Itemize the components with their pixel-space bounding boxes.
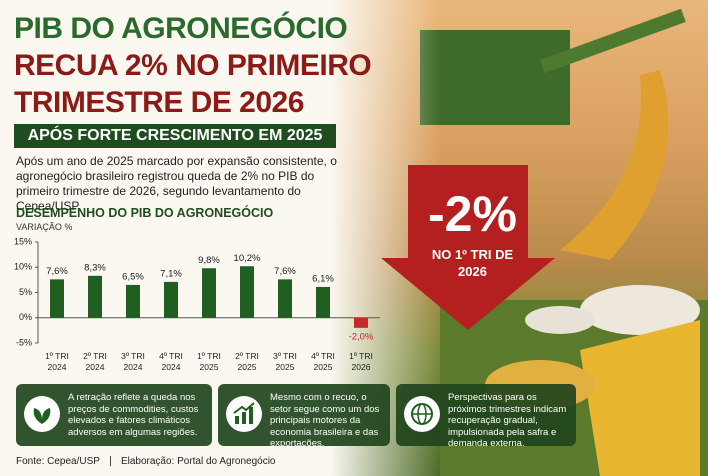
icon — [404, 396, 440, 432]
bar — [316, 286, 330, 318]
info-box: Mesmo com o recuo, o setor segue como um… — [218, 384, 390, 449]
info-box: Perspectivas para os próximos trimestres… — [396, 384, 576, 449]
x-tick-label: 3º TRI 2024 — [121, 351, 145, 372]
separator — [109, 456, 111, 467]
bar — [164, 281, 178, 318]
source: Fonte: Cepea/USP — [16, 456, 100, 467]
bar — [202, 268, 216, 318]
icon — [24, 396, 60, 432]
y-tick-label: 0% — [19, 312, 32, 322]
y-tick-label: 15% — [14, 236, 32, 246]
x-tick-label: 4º TRI 2024 — [159, 351, 183, 372]
bar — [88, 275, 102, 318]
callout-text: NO 1º TRI DE 2026 — [431, 247, 514, 279]
y-axis-label: VARIAÇÃO % — [16, 222, 73, 232]
y-tick-label: -5% — [16, 337, 32, 347]
info-text: Perspectivas para os próximos trimestres… — [448, 392, 567, 449]
bar — [354, 317, 368, 328]
title-line: RECUA 2% NO PRIMEIRO — [14, 49, 372, 82]
callout-value: -2% — [428, 186, 517, 242]
bar — [278, 279, 292, 318]
y-tick-label: 10% — [14, 262, 32, 272]
value-label: 6,1% — [312, 273, 334, 284]
x-tick-label: 2º TRI 2025 — [235, 351, 259, 372]
x-tick-label: 2º TRI 2024 — [83, 351, 107, 372]
bar — [50, 279, 64, 318]
value-label: 9,8% — [198, 255, 220, 266]
info-text: Mesmo com o recuo, o setor segue como um… — [270, 392, 380, 449]
title-line: PIB DO AGRONEGÓCIO — [14, 12, 348, 45]
value-label: 7,6% — [274, 266, 296, 277]
x-tick-label: 4º TRI 2025 — [311, 351, 335, 372]
icon — [226, 396, 262, 432]
footer: Fonte: Cepea/USP Elaboração: Portal do Ag… — [16, 456, 276, 467]
value-label: 7,1% — [160, 268, 182, 279]
value-label: 6,5% — [122, 271, 144, 282]
value-label: 7,6% — [46, 266, 68, 277]
intro: Após um ano de 2025 marcado por expansão… — [16, 154, 337, 213]
x-tick-label: 1º TRI 2024 — [45, 351, 69, 372]
value-label: -2,0% — [349, 331, 374, 342]
credit: Elaboração: Portal do Agronegócio — [120, 456, 276, 467]
value-label: 8,3% — [84, 262, 106, 273]
value-label: 10,2% — [234, 253, 261, 264]
bar — [126, 284, 140, 318]
chart-title: DESEMPENHO DO PIB DO AGRONEGÓCIO — [16, 206, 274, 220]
x-tick-label: 3º TRI 2025 — [273, 351, 297, 372]
x-tick-label: 1º TRI 2026 — [349, 351, 373, 372]
x-tick-label: 1º TRI 2025 — [197, 351, 221, 372]
info-box: A retração reflete a queda nos preços de… — [16, 384, 212, 446]
title-line: TRIMESTRE DE 2026 — [14, 86, 304, 119]
info-text: A retração reflete a queda nos preços de… — [68, 392, 199, 438]
subtitle: APÓS FORTE CRESCIMENTO EM 2025 — [14, 124, 336, 148]
y-tick-label: 5% — [19, 287, 32, 297]
bar — [240, 266, 254, 318]
